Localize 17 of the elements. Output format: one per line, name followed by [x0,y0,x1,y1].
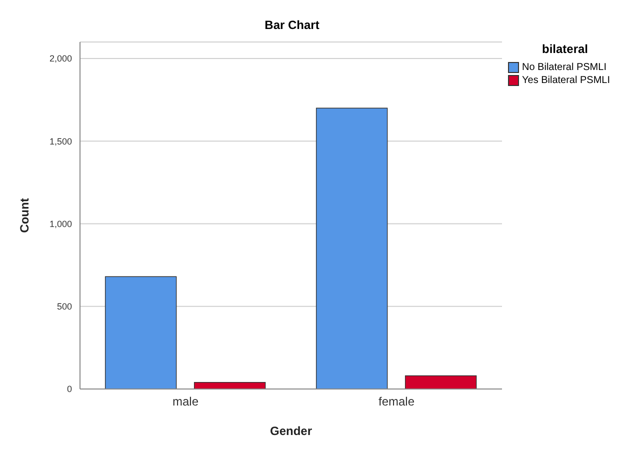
y-tick-label: 500 [56,302,72,312]
bar [104,276,177,389]
x-axis-title: Gender [270,424,312,438]
legend-label: Yes Bilateral PSMLI [522,75,610,86]
bar [404,375,477,389]
y-tick-label: 1,500 [49,136,72,146]
bar [316,108,388,389]
legend-label: No Bilateral PSMLI [522,62,606,73]
y-tick-label: 2,000 [49,54,72,64]
x-tick-label: male [172,394,199,409]
x-tick-label: female [378,394,415,409]
chart-title: Bar Chart [264,17,320,34]
legend-title: bilateral [540,42,590,56]
bar [194,382,266,389]
y-tick-label: 0 [66,384,72,394]
y-axis-title: Count [17,198,32,233]
y-tick-label: 1,000 [49,218,72,229]
